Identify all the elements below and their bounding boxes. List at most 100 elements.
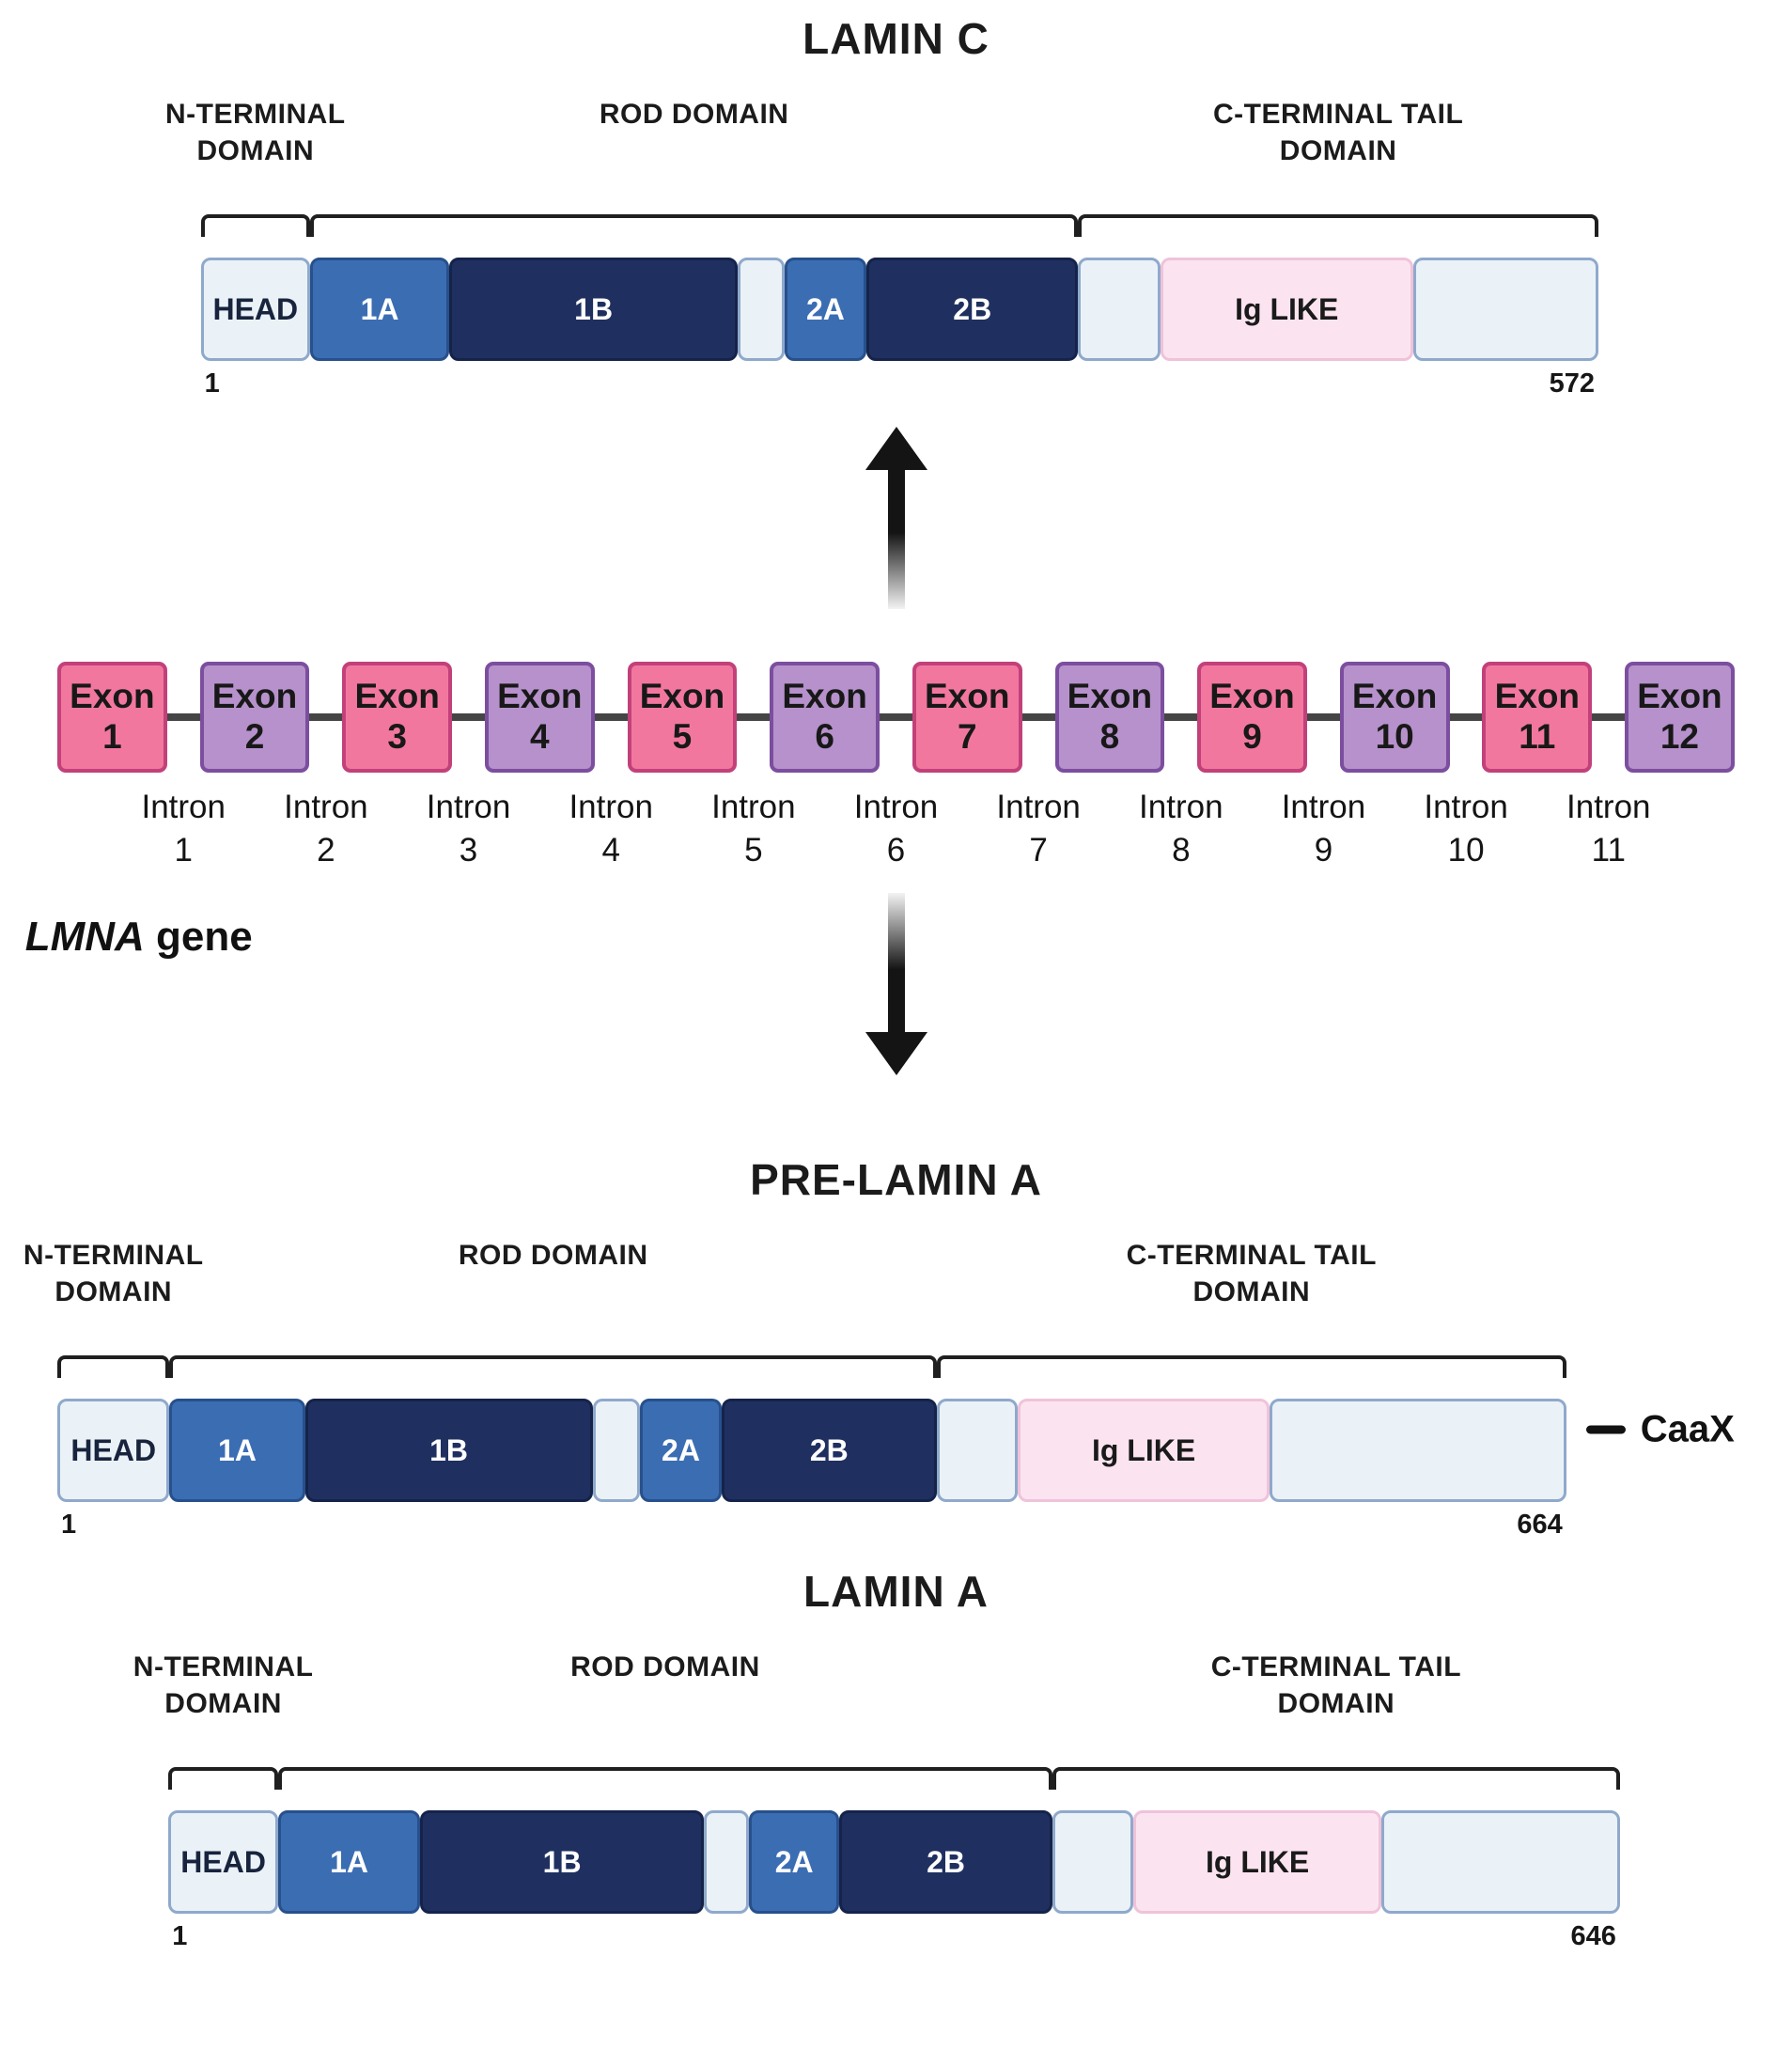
lamin-a-block: LAMIN A N-TERMINAL DOMAIN ROD DOMAIN C-TERM… <box>0 1566 1792 1951</box>
protein-bar-wrap: N-TERMINAL DOMAIN ROD DOMAIN C-TERMINAL TA… <box>23 1237 1566 1547</box>
bracket-label: N-TERMINAL DOMAIN <box>23 1240 204 1307</box>
arrow-shaft <box>887 470 905 609</box>
exon-word: Exon <box>354 677 440 716</box>
intron-number: 2 <box>317 831 335 869</box>
exon-box: Exon 10 <box>1339 662 1450 773</box>
intron-label: Intron 8 <box>1139 786 1223 871</box>
segment-2b: 2B <box>721 1399 937 1502</box>
up-arrow <box>865 427 927 609</box>
segment-linker <box>936 1399 1019 1502</box>
bracket <box>310 214 1079 237</box>
segment-head: HEAD <box>57 1399 170 1502</box>
exon-number: 5 <box>672 717 693 756</box>
protein-bar: HEAD 1A 1B 2A 2B Ig LIKE <box>200 258 1598 361</box>
caax-tail: CaaX <box>1585 1408 1735 1451</box>
exon-number: 6 <box>815 717 834 756</box>
intron-word: Intron <box>711 789 796 825</box>
bracket-label: ROD DOMAIN <box>458 1240 648 1271</box>
exon-number: 11 <box>1519 717 1556 756</box>
bracket-area: N-TERMINAL DOMAIN ROD DOMAIN C-TERMINAL TA… <box>133 1649 1620 1790</box>
gene-backbone-line <box>57 713 1735 721</box>
segment-linker <box>592 1399 641 1502</box>
intron-label: Intron 1 <box>141 786 226 871</box>
bracket-label: C-TERMINAL TAIL DOMAIN <box>1212 99 1464 166</box>
segment-2a: 2A <box>640 1399 722 1502</box>
intron-word: Intron <box>284 789 368 825</box>
exon-number: 9 <box>1242 717 1262 756</box>
segment-ig-like: Ig LIKE <box>1133 1810 1381 1914</box>
segment-label: 1B <box>429 1432 468 1467</box>
intron-number: 8 <box>1172 831 1191 869</box>
intron-row: Intron 1 Intron 2 Intron 3 Intron 4 Intron 5 Intro… <box>57 786 1735 876</box>
exon-word: Exon <box>639 677 725 716</box>
start-residue-number: 1 <box>61 1510 77 1540</box>
protein-title: LAMIN C <box>803 14 989 63</box>
intron-number: 3 <box>459 831 478 869</box>
segment-label: 2A <box>662 1432 700 1467</box>
end-residue-number: 664 <box>1517 1510 1563 1540</box>
segment-1a: 1A <box>310 258 450 361</box>
caax-label: CaaX <box>1640 1408 1735 1450</box>
segment-label: 1B <box>574 291 614 326</box>
protein-bar-area: N-TERMINAL DOMAIN ROD DOMAIN C-TERMINAL TA… <box>0 96 1792 399</box>
intron-label: Intron 2 <box>284 786 368 871</box>
protein-bar-wrap: N-TERMINAL DOMAIN ROD DOMAIN C-TERMINAL TA… <box>165 96 1599 406</box>
intron-word: Intron <box>141 789 226 825</box>
exon-number: 7 <box>957 717 977 756</box>
segment-label: HEAD <box>180 1844 266 1879</box>
exon-word: Exon <box>70 677 155 716</box>
exon-word: Exon <box>782 677 867 716</box>
segment-ig-like: Ig LIKE <box>1160 258 1413 361</box>
intron-number: 5 <box>744 831 763 869</box>
segment-linker <box>1269 1399 1566 1502</box>
segment-label: 1A <box>330 1844 368 1879</box>
protein-bar-wrap: N-TERMINAL DOMAIN ROD DOMAIN C-TERMINAL TA… <box>133 1649 1620 1959</box>
bracket-label: C-TERMINAL TAIL DOMAIN <box>1126 1240 1377 1307</box>
segment-2a: 2A <box>784 258 867 361</box>
bracket <box>200 214 311 237</box>
gene-name-label: LMNA gene <box>25 914 253 961</box>
bracket <box>168 1767 278 1790</box>
segment-label: Ig LIKE <box>1206 1844 1310 1879</box>
exon-number: 12 <box>1660 717 1700 756</box>
exon-box: Exon 9 <box>1197 662 1307 773</box>
gene-symbol: LMNA <box>24 914 145 960</box>
start-residue-number: 1 <box>172 1921 188 1951</box>
lmna-gene-block: Exon 1 Exon 2 Exon 3 Exon 4 Exon 5 Exon 6 Exon 7 Exon 8… <box>0 662 1792 1075</box>
segment-1a: 1A <box>169 1399 305 1502</box>
segment-1a: 1A <box>278 1810 421 1914</box>
protein-bar: HEAD 1A 1B 2A 2B Ig LIKE <box>168 1810 1620 1914</box>
arrow-shaft <box>887 893 905 1032</box>
segment-linker <box>1380 1810 1620 1914</box>
exon-word: Exon <box>211 677 298 716</box>
segment-label: 2B <box>927 1844 965 1879</box>
intron-label: Intron 10 <box>1424 786 1508 871</box>
segment-1b: 1B <box>449 258 739 361</box>
protein-bar-area: N-TERMINAL DOMAIN ROD DOMAIN C-TERMINAL TA… <box>0 1237 1792 1540</box>
segment-label: 1A <box>360 291 399 326</box>
arrowhead-down-icon <box>865 1032 927 1075</box>
segment-label: HEAD <box>212 291 299 326</box>
pre-lamin-a-block: PRE-LAMIN A N-TERMINAL DOMAIN ROD DOMAIN C-… <box>0 1154 1792 1540</box>
residue-numbers: 1 664 <box>57 1510 1566 1547</box>
bracket <box>936 1355 1566 1378</box>
bracket-area: N-TERMINAL DOMAIN ROD DOMAIN C-TERMINAL TA… <box>165 96 1599 237</box>
protein-title: LAMIN A <box>803 1567 989 1616</box>
segment-linker <box>1078 258 1161 361</box>
exon-word: Exon <box>925 677 1010 716</box>
exon-word: Exon <box>497 677 583 716</box>
intron-label: Intron 11 <box>1566 786 1651 871</box>
caax-dash-icon <box>1585 1425 1626 1434</box>
exon-box: Exon 11 <box>1482 662 1593 773</box>
start-residue-number: 1 <box>204 368 220 399</box>
segment-label: HEAD <box>70 1432 157 1467</box>
segment-label: Ig LIKE <box>1235 291 1339 326</box>
bracket <box>1052 1767 1620 1790</box>
intron-label: Intron 6 <box>854 786 939 871</box>
exon-number: 2 <box>244 717 265 756</box>
segment-linker <box>704 1810 750 1914</box>
segment-2b: 2B <box>839 1810 1052 1914</box>
exon-box: Exon 1 <box>57 662 167 773</box>
intron-label: Intron 7 <box>996 786 1081 871</box>
intron-label: Intron 5 <box>711 786 796 871</box>
